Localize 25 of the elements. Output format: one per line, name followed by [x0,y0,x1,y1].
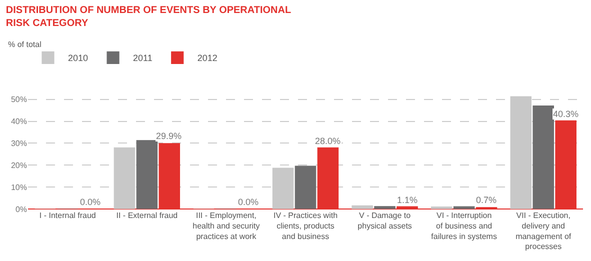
data-label: 28.0% [315,136,341,146]
y-tick-label: 10% [10,182,27,192]
y-tick-label: 40% [10,117,27,126]
x-tick-label: III - Employment, health and security practices at work [192,211,260,241]
legend-label: 2012 [197,53,218,64]
x-tick-label: VI - Interruption of business and failures in systems [431,211,497,241]
legend-label: 2011 [133,53,152,64]
y-tick-label: 50% [10,95,27,104]
data-label: 0.0% [80,197,101,207]
y-tick-label: 20% [10,160,27,170]
x-tick-label: I - Internal fraud [39,211,96,220]
data-label: 0.0% [238,197,259,207]
x-tick-label: IV - Practices with clients, products and business [273,211,338,241]
chart-title: DISTRIBUTION OF NUMBER OF EVENTS BY OPERATIONAL RISK CATEGORY [6,5,292,30]
y-tick-label: 0% [15,204,27,214]
data-label: 0.7% [476,195,497,205]
x-tick-label: II - External fraud [116,211,178,220]
data-label: 29.9% [156,131,182,141]
data-label: 1.1% [397,195,418,205]
x-tick-label: V - Damage to physical assets [358,211,412,230]
chart-subtitle: % of total [8,40,42,49]
x-tick-label: VII - Execution, delivery and management of processes [516,211,572,252]
legend-label: 2010 [68,53,88,64]
y-tick-label: 30% [10,139,27,148]
data-label: 40.3% [553,109,579,119]
